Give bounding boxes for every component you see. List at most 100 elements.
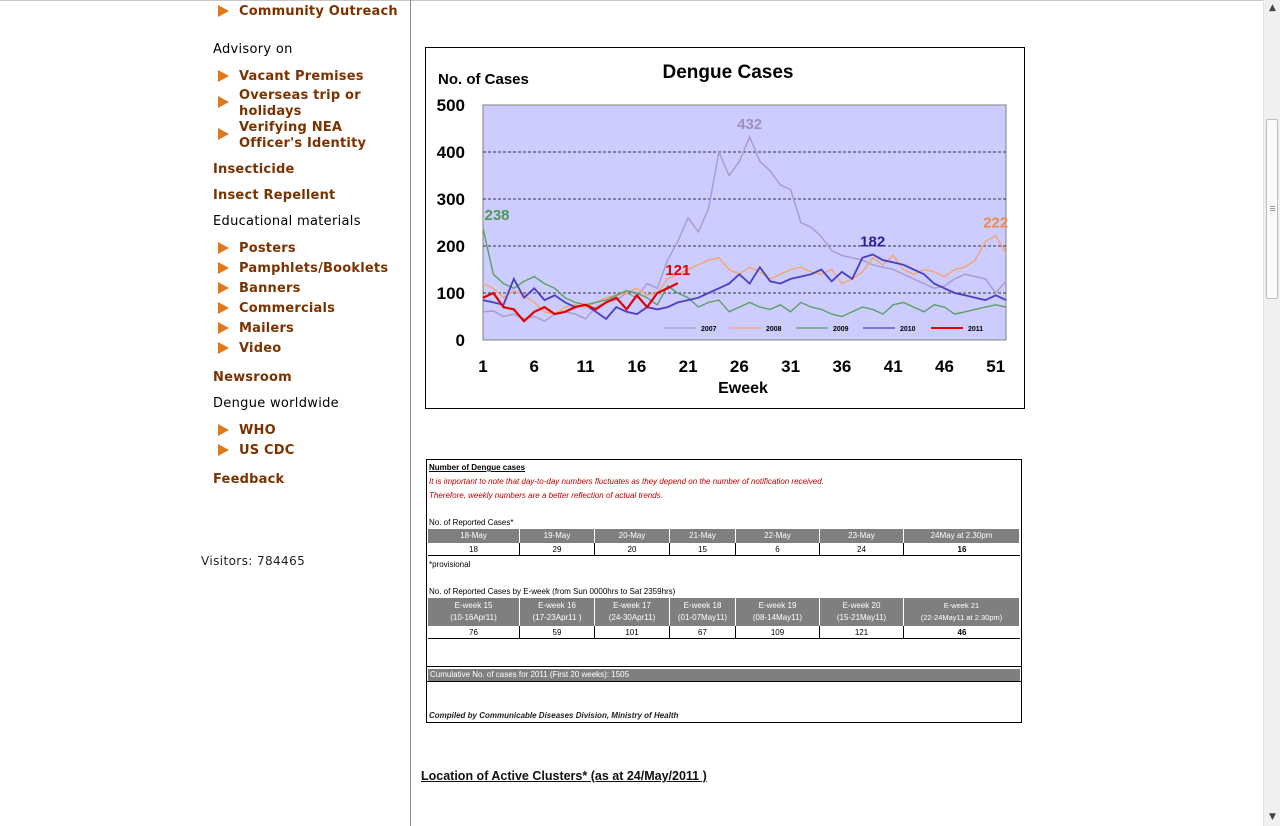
section-heading-educational: Educational materials xyxy=(213,214,361,229)
arrow-bullet-icon xyxy=(218,342,229,354)
nav-insecticide[interactable]: Insecticide xyxy=(213,162,295,177)
data-label: 238 xyxy=(484,207,509,224)
arrow-bullet-icon xyxy=(218,444,229,456)
series-line-2011 xyxy=(482,282,679,323)
arrow-bullet-icon xyxy=(218,5,229,17)
visitor-counter: Visitors: 784465 xyxy=(201,554,306,568)
daily-header-row: 18-May 19-May 20-May 21-May 22-May 23-Ma… xyxy=(428,529,1020,543)
x-tick-label: 16 xyxy=(627,357,646,376)
x-tick-label: 36 xyxy=(832,357,851,376)
arrow-bullet-icon xyxy=(218,242,229,254)
nav-video[interactable]: Video xyxy=(239,341,282,356)
data-label: 121 xyxy=(665,262,690,279)
eweek-header-cell: E-week 17 (24-30Apr11) xyxy=(595,598,670,626)
arrow-bullet-icon xyxy=(218,96,229,108)
eweek-header-cell: E-week 20 (15-21May11) xyxy=(820,598,904,626)
y-axis-label: No. of Cases xyxy=(438,71,529,88)
grip-line xyxy=(1270,210,1275,211)
y-tick-label: 400 xyxy=(437,143,465,162)
arrow-bullet-icon xyxy=(218,322,229,334)
eweek-header-cell: E-week 19 (08-14May11) xyxy=(736,598,820,626)
daily-header-cell: 22-May xyxy=(736,529,820,543)
data-label: 432 xyxy=(737,116,762,133)
daily-header-cell: 18-May xyxy=(428,529,520,543)
x-tick-label: 1 xyxy=(478,357,487,376)
daily-value-row: 18 29 20 15 6 24 16 xyxy=(428,543,1020,556)
nav-feedback[interactable]: Feedback xyxy=(213,472,285,487)
top-border xyxy=(0,0,1263,1)
daily-value-cell: 16 xyxy=(957,545,967,554)
legend-label-2010: 2010 xyxy=(900,326,916,333)
nav-mailers[interactable]: Mailers xyxy=(239,321,294,336)
eweek-header-cell: E-week 16 (17-23Apr11 ) xyxy=(520,598,595,626)
nav-posters[interactable]: Posters xyxy=(239,241,296,256)
nav-us-cdc[interactable]: US CDC xyxy=(239,443,295,458)
eweek-label: No. of Reported Cases by E-week (from Su… xyxy=(429,587,676,596)
active-clusters-link[interactable]: Location of Active Clusters* (as at 24/M… xyxy=(421,769,707,783)
scroll-up-icon[interactable]: ▲ xyxy=(1269,3,1276,13)
eweek-value-cell: 101 xyxy=(595,626,670,638)
eweek-value-cell: 121 xyxy=(820,626,904,638)
y-tick-label: 500 xyxy=(437,96,465,115)
nav-banners[interactable]: Banners xyxy=(239,281,301,296)
x-tick-label: 6 xyxy=(530,357,539,376)
legend-label-2011: 2011 xyxy=(968,326,983,333)
eweek-value-cell: 46 xyxy=(957,628,967,637)
nav-newsroom[interactable]: Newsroom xyxy=(213,370,292,385)
grip-line xyxy=(1270,208,1275,209)
grip-line xyxy=(1270,206,1275,207)
y-tick-label: 0 xyxy=(456,331,465,350)
daily-value-cell: 24 xyxy=(820,543,904,555)
eweek-header-cell: E-week 18 (01-07May11) xyxy=(670,598,736,626)
eweek-value-cell: 59 xyxy=(520,626,595,638)
nav-commercials[interactable]: Commercials xyxy=(239,301,336,316)
daily-value-cell: 15 xyxy=(670,543,736,555)
data-label: 182 xyxy=(860,233,885,250)
eweek-header-row: E-week 15 (10-16Apr11) E-week 16 (17-23Apr… xyxy=(428,598,1020,626)
nav-community-outreach[interactable]: Community Outreach xyxy=(239,4,398,19)
arrow-bullet-icon xyxy=(218,70,229,82)
legend-label-2008: 2008 xyxy=(766,326,782,333)
daily-value-cell: 18 xyxy=(428,543,520,555)
daily-header-cell: 23-May xyxy=(820,529,904,543)
x-axis-label: Eweek xyxy=(718,380,768,397)
daily-value-cell: 29 xyxy=(520,543,595,555)
y-tick-label: 100 xyxy=(437,284,465,303)
provisional-note: *provisional xyxy=(429,560,471,569)
x-tick-label: 31 xyxy=(781,357,800,376)
table-divider xyxy=(427,681,1021,682)
scrollbar-thumb[interactable] xyxy=(1266,119,1278,299)
x-tick-label: 21 xyxy=(679,357,698,376)
x-tick-label: 46 xyxy=(935,357,954,376)
section-heading-advisory: Advisory on xyxy=(213,42,293,57)
cumulative-bar: Cumulative No. of cases for 2011 (First … xyxy=(428,669,1020,681)
table-note-1: It is important to note that day-to-day … xyxy=(429,477,824,486)
nav-insect-repellent[interactable]: Insect Repellent xyxy=(213,188,336,203)
nav-verifying-officer[interactable]: Verifying NEA Officer's Identity xyxy=(239,120,367,151)
table-divider xyxy=(427,666,1021,667)
eweek-header-cell: E-week 21 (22-24May11 at 2.30pm) xyxy=(904,598,1020,626)
x-tick-label: 41 xyxy=(884,357,903,376)
eweek-value-cell: 109 xyxy=(736,626,820,638)
chart-title: Dengue Cases xyxy=(663,62,794,83)
eweek-value-cell: 67 xyxy=(670,626,736,638)
nav-overseas-trip[interactable]: Overseas trip or holidays xyxy=(239,88,361,119)
sidebar-nav: Community Outreach Advisory on Vacant Pr… xyxy=(0,0,410,826)
table-note-2: Therefore, weekly numbers are a better r… xyxy=(429,491,663,500)
vertical-scrollbar[interactable]: ▲ ▼ xyxy=(1263,0,1280,826)
plot-area xyxy=(482,104,1007,341)
daily-header-cell: 19-May xyxy=(520,529,595,543)
daily-header-cell: 20-May xyxy=(595,529,670,543)
scroll-down-icon[interactable]: ▼ xyxy=(1269,812,1276,822)
nav-vacant-premises[interactable]: Vacant Premises xyxy=(239,69,364,84)
daily-header-cell: 24May at 2.30pm xyxy=(904,529,1020,543)
arrow-bullet-icon xyxy=(218,262,229,274)
nav-pamphlets[interactable]: Pamphlets/Booklets xyxy=(239,261,389,276)
dengue-chart: 0 100 200 300 400 500 1 6 11 16 21 26 31 36 41 46 51 Deng… xyxy=(425,47,1025,409)
nav-who[interactable]: WHO xyxy=(239,423,276,438)
dengue-cases-table: Number of Dengue cases It is important t… xyxy=(426,459,1022,723)
y-tick-label: 200 xyxy=(437,237,465,256)
daily-value-cell: 20 xyxy=(595,543,670,555)
table-title: Number of Dengue cases xyxy=(429,463,526,472)
data-label: 222 xyxy=(983,215,1008,232)
